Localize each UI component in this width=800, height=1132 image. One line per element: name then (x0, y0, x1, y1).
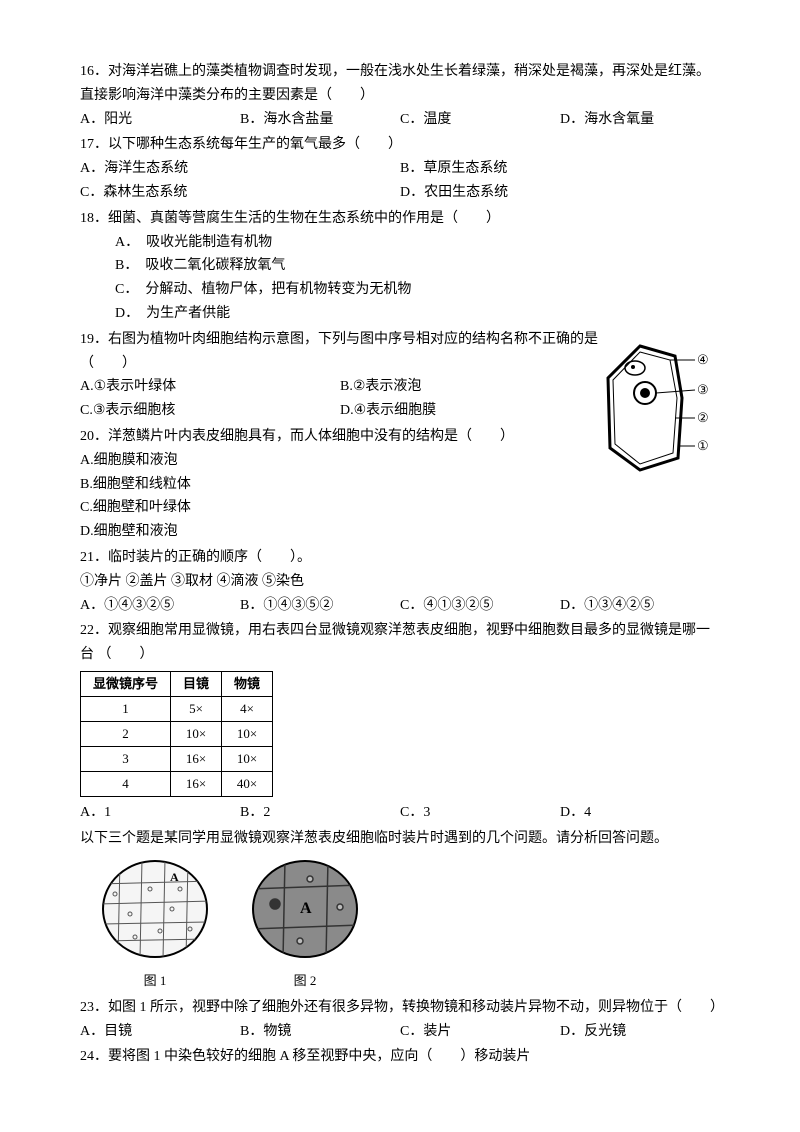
question-21: 21．临时装片的正确的顺序（ ）。 ①净片 ②盖片 ③取材 ④滴液 ⑤染色 A．… (80, 546, 720, 617)
th-objective: 物镜 (222, 671, 273, 696)
q22-opt-d: D．4 (560, 801, 720, 825)
q21-options: A．①④③②⑤ B．①④③⑤② C．④①③②⑤ D．①③④②⑤ (80, 594, 720, 618)
q21-stem: 21．临时装片的正确的顺序（ ）。 (80, 546, 720, 570)
table-row: 416×40× (81, 772, 273, 797)
q20-opt-b: B.细胞壁和线粒体 (80, 473, 600, 497)
fig1-letter: A (170, 870, 179, 884)
q17-opt-d: D．农田生态系统 (400, 181, 720, 205)
q21-opt-a: A．①④③②⑤ (80, 594, 240, 618)
question-19: 19．右图为植物叶肉细胞结构示意图，下列与图中序号相对应的结构名称不正确的是（ … (80, 328, 600, 423)
th-serial: 显微镜序号 (81, 671, 171, 696)
q17-opt-a: A．海洋生态系统 (80, 157, 400, 181)
q24-stem: 24．要将图 1 中染色较好的细胞 A 移至视野中央，应向（ ）移动装片 (80, 1045, 720, 1069)
question-24: 24．要将图 1 中染色较好的细胞 A 移至视野中央，应向（ ）移动装片 (80, 1045, 720, 1069)
q21-sequence: ①净片 ②盖片 ③取材 ④滴液 ⑤染色 (80, 570, 720, 594)
cell-diagram: ④ ③ ② ① (600, 328, 720, 487)
q19-stem: 19．右图为植物叶肉细胞结构示意图，下列与图中序号相对应的结构名称不正确的是（ … (80, 328, 600, 376)
q18-opt-c: C． 分解动、植物尸体，把有机物转变为无机物 (80, 278, 720, 302)
table-row: 210×10× (81, 722, 273, 747)
q21-opt-b: B．①④③⑤② (240, 594, 400, 618)
cell-label-3: ③ (697, 382, 709, 397)
figure-2: A 图 2 (250, 859, 360, 992)
microscope-table: 显微镜序号 目镜 物镜 15×4× 210×10× 316×10× 416×40… (80, 671, 273, 797)
cell-label-1: ① (697, 438, 709, 453)
q23-stem: 23．如图 1 所示，视野中除了细胞外还有很多异物，转换物镜和移动装片异物不动，… (80, 996, 720, 1020)
q17-opt-b: B．草原生态系统 (400, 157, 720, 181)
figure-1-svg: A (100, 859, 210, 959)
q16-opt-c: C．温度 (400, 108, 560, 132)
q20-opt-d: D.细胞壁和液泡 (80, 520, 600, 544)
q22-opt-a: A．1 (80, 801, 240, 825)
q17-options: A．海洋生态系统 B．草原生态系统 C．森林生态系统 D．农田生态系统 (80, 157, 720, 205)
q23-opt-d: D．反光镜 (560, 1020, 720, 1044)
question-16: 16．对海洋岩礁上的藻类植物调查时发现，一般在浅水处生长着绿藻，稍深处是褐藻，再… (80, 60, 720, 131)
cell-label-4: ④ (697, 352, 709, 367)
q22-opt-b: B．2 (240, 801, 400, 825)
q19-opt-b: B.②表示液泡 (340, 375, 600, 399)
q16-opt-b: B．海水含盐量 (240, 108, 400, 132)
q23-opt-b: B．物镜 (240, 1020, 400, 1044)
th-eyepiece: 目镜 (171, 671, 222, 696)
figures: A 图 1 A 图 2 (100, 859, 720, 992)
q18-opt-a: A． 吸收光能制造有机物 (80, 231, 720, 255)
q18-opt-b: B． 吸收二氧化碳释放氧气 (80, 254, 720, 278)
q23-opt-a: A．目镜 (80, 1020, 240, 1044)
q22-opt-c: C．3 (400, 801, 560, 825)
q16-stem: 16．对海洋岩礁上的藻类植物调查时发现，一般在浅水处生长着绿藻，稍深处是褐藻，再… (80, 60, 720, 108)
q19-opt-c: C.③表示细胞核 (80, 399, 340, 423)
figure-1-label: 图 1 (100, 970, 210, 992)
question-20: 20．洋葱鳞片叶内表皮细胞具有，而人体细胞中没有的结构是（ ） A.细胞膜和液泡… (80, 425, 600, 544)
intro-23: 以下三个题是某同学用显微镜观察洋葱表皮细胞临时装片时遇到的几个问题。请分析回答问… (80, 827, 720, 851)
table-header-row: 显微镜序号 目镜 物镜 (81, 671, 273, 696)
q23-options: A．目镜 B．物镜 C．装片 D．反光镜 (80, 1020, 720, 1044)
q17-stem: 17．以下哪种生态系统每年生产的氧气最多（ ） (80, 133, 720, 157)
q21-opt-d: D．①③④②⑤ (560, 594, 720, 618)
table-row: 316×10× (81, 747, 273, 772)
fig2-letter: A (300, 900, 312, 917)
q19-q20-row: 19．右图为植物叶肉细胞结构示意图，下列与图中序号相对应的结构名称不正确的是（ … (80, 328, 720, 546)
figure-1: A 图 1 (100, 859, 210, 992)
q17-opt-c: C．森林生态系统 (80, 181, 400, 205)
cell-diagram-svg: ④ ③ ② ① (600, 338, 715, 478)
q20-stem: 20．洋葱鳞片叶内表皮细胞具有，而人体细胞中没有的结构是（ ） (80, 425, 600, 449)
question-22: 22．观察细胞常用显微镜，用右表四台显微镜观察洋葱表皮细胞，视野中细胞数目最多的… (80, 619, 720, 825)
q18-opt-d: D． 为生产者供能 (80, 302, 720, 326)
q22-stem: 22．观察细胞常用显微镜，用右表四台显微镜观察洋葱表皮细胞，视野中细胞数目最多的… (80, 619, 720, 667)
q23-opt-c: C．装片 (400, 1020, 560, 1044)
q16-options: A．阳光 B．海水含盐量 C．温度 D．海水含氧量 (80, 108, 720, 132)
table-row: 15×4× (81, 697, 273, 722)
figure-2-svg: A (250, 859, 360, 959)
q19-options: A.①表示叶绿体 B.②表示液泡 C.③表示细胞核 D.④表示细胞膜 (80, 375, 600, 423)
question-23: 23．如图 1 所示，视野中除了细胞外还有很多异物，转换物镜和移动装片异物不动，… (80, 996, 720, 1044)
q20-opt-c: C.细胞壁和叶绿体 (80, 496, 600, 520)
figure-2-label: 图 2 (250, 970, 360, 992)
q16-opt-a: A．阳光 (80, 108, 240, 132)
cell-label-2: ② (697, 410, 709, 425)
question-17: 17．以下哪种生态系统每年生产的氧气最多（ ） A．海洋生态系统 B．草原生态系… (80, 133, 720, 204)
q19-opt-a: A.①表示叶绿体 (80, 375, 340, 399)
q19-opt-d: D.④表示细胞膜 (340, 399, 600, 423)
q18-stem: 18．细菌、真菌等营腐生生活的生物在生态系统中的作用是（ ） (80, 207, 720, 231)
q22-options: A．1 B．2 C．3 D．4 (80, 801, 720, 825)
question-18: 18．细菌、真菌等营腐生生活的生物在生态系统中的作用是（ ） A． 吸收光能制造… (80, 207, 720, 326)
q21-opt-c: C．④①③②⑤ (400, 594, 560, 618)
q16-opt-d: D．海水含氧量 (560, 108, 720, 132)
q20-opt-a: A.细胞膜和液泡 (80, 449, 600, 473)
